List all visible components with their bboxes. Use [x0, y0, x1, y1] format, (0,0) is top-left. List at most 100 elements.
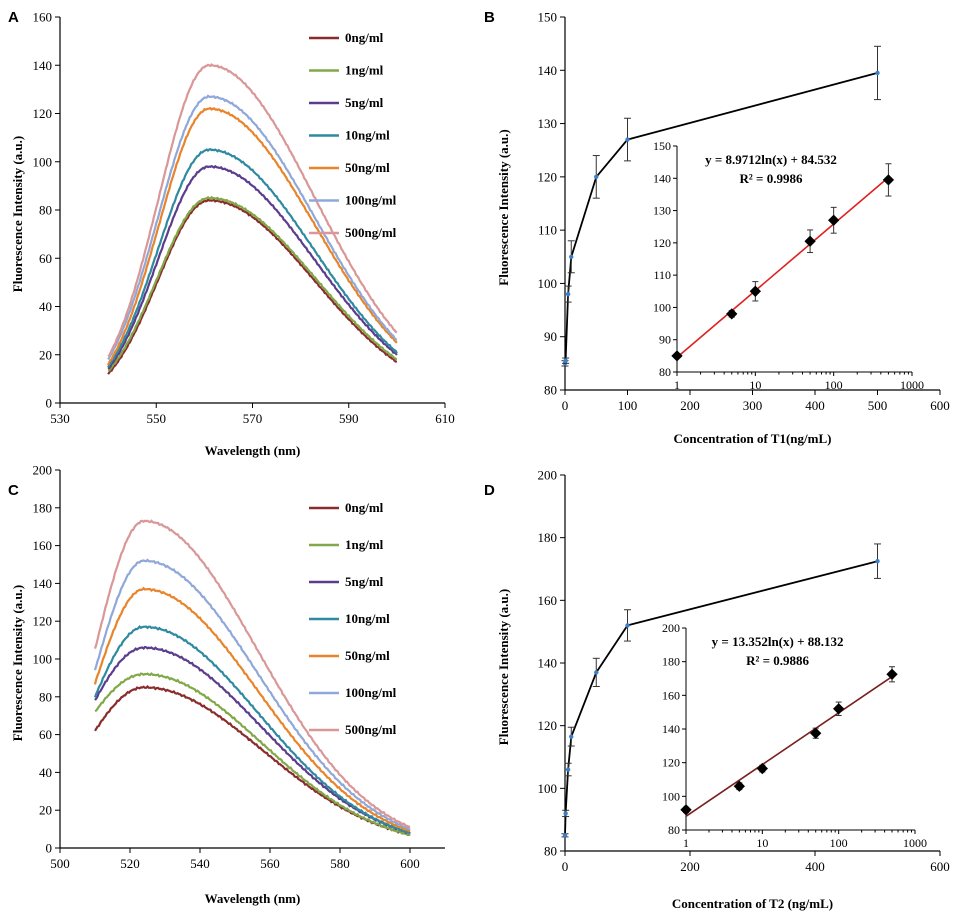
inset-data-point: [733, 780, 746, 792]
legend-label: 0ng/ml: [345, 30, 384, 45]
data-point: [562, 833, 568, 838]
x-axis-title: Wavelength (nm): [205, 443, 301, 458]
inset-y-tick-label: 80: [668, 823, 680, 837]
fit-equation: y = 13.352ln(x) + 88.132: [712, 634, 844, 649]
y-tick-label: 140: [33, 576, 53, 591]
legend-label: 0ng/ml: [345, 500, 384, 515]
x-tick-label: 610: [435, 411, 455, 426]
legend-label: 500ng/ml: [345, 722, 397, 737]
y-tick-label: 80: [544, 844, 557, 859]
inset-y-tick-label: 100: [662, 789, 680, 803]
x-tick-label: 550: [147, 411, 167, 426]
panel-a: 0 20 40 60 80 100 120 140 160 530 550 570 590 610 Wave…: [8, 9, 455, 458]
x-tick-label: 200: [680, 398, 700, 413]
y-tick-label: 120: [538, 718, 558, 733]
data-point: [875, 558, 880, 564]
y-tick-label: 180: [538, 530, 558, 545]
y-tick-label: 20: [39, 347, 52, 362]
y-tick-label: 150: [538, 10, 558, 25]
inset-x-tick-label: 1000: [900, 378, 924, 392]
x-tick-label: 500: [50, 856, 70, 871]
x-tick-label: 500: [868, 398, 888, 413]
x-tick-label: 600: [400, 856, 420, 871]
x-tick-label: 600: [930, 398, 950, 413]
series-line-0ng/ml: [94, 684, 411, 837]
inset-y-tick-label: 160: [662, 688, 680, 702]
x-axis-title: Concentration of T2 (ng/mL): [672, 896, 833, 911]
inset-data-point: [833, 703, 845, 715]
series-line-0ng/ml: [107, 198, 398, 375]
y-tick-label: 120: [33, 614, 53, 629]
x-axis-title: Concentration of T1(ng/mL): [674, 431, 832, 446]
panel-c: 0 20 40 60 80 100 120 140 160 180 200 500 520 540 560 5…: [8, 463, 445, 906]
inset-y-tick-label: 110: [653, 268, 671, 282]
y-axis-title: Fluorescence Intensity (a.u.): [496, 589, 511, 745]
legend-label: 1ng/ml: [345, 63, 384, 78]
legend-label: 10ng/ml: [345, 128, 390, 143]
data-point: [594, 174, 599, 180]
data-point: [565, 291, 571, 297]
y-tick-label: 160: [33, 538, 53, 553]
x-tick-label: 0: [562, 398, 569, 413]
y-tick-label: 80: [39, 203, 52, 218]
inset-data-point: [828, 214, 840, 226]
y-tick-label: 100: [538, 276, 558, 291]
inset-y-tick-label: 140: [662, 722, 680, 736]
y-tick-label: 140: [538, 63, 558, 78]
y-tick-label: 140: [33, 58, 53, 73]
legend-label: 500ng/ml: [345, 225, 397, 240]
y-tick-label: 100: [33, 652, 53, 667]
inset-y-tick-label: 130: [653, 204, 671, 218]
y-axis-title: Fluorescence Intensity (a.u.): [10, 136, 25, 292]
calibration-line: [564, 560, 878, 836]
inset-data-point: [726, 308, 738, 320]
x-tick-label: 0: [562, 859, 569, 874]
fit-r-squared: R² = 0.9986: [740, 171, 803, 186]
inset-data-point: [749, 285, 761, 297]
inset-y-tick-label: 150: [653, 139, 671, 153]
series-line-5ng/ml: [107, 164, 398, 370]
y-tick-label: 40: [39, 765, 52, 780]
series-line-50ng/ml: [107, 106, 398, 366]
series-line-10ng/ml: [107, 148, 398, 368]
series-line-100ng/ml: [107, 94, 397, 360]
y-axis-title: Fluorescence Intensity (a.u.): [496, 129, 511, 285]
inset-data-point: [671, 350, 683, 362]
data-point: [625, 623, 630, 628]
x-tick-label: 590: [339, 411, 359, 426]
series-line-500ng/ml: [107, 63, 398, 358]
inset-x-tick-label: 1: [674, 378, 680, 392]
y-tick-label: 80: [544, 383, 557, 398]
y-tick-label: 60: [39, 727, 52, 742]
data-point: [625, 137, 630, 142]
inset-x-tick-label: 100: [830, 836, 848, 850]
y-tick-label: 20: [39, 803, 52, 818]
x-axis-title: Wavelength (nm): [205, 891, 301, 906]
x-tick-label: 530: [50, 411, 70, 426]
y-tick-label: 160: [538, 593, 558, 608]
data-point: [875, 70, 880, 76]
y-tick-label: 140: [538, 656, 558, 671]
x-tick-label: 560: [260, 856, 280, 871]
data-point: [563, 358, 568, 363]
legend-label: 5ng/ml: [345, 95, 384, 110]
inset-fit-line: [685, 674, 895, 817]
x-tick-label: 400: [805, 859, 825, 874]
inset-fit-line: [676, 175, 891, 358]
x-tick-label: 300: [743, 398, 763, 413]
inset-x-tick-label: 10: [756, 836, 768, 850]
inset-y-tick-label: 100: [653, 300, 671, 314]
y-tick-label: 90: [544, 329, 557, 344]
x-tick-label: 400: [805, 398, 825, 413]
y-tick-label: 100: [538, 781, 558, 796]
legend-label: 100ng/ml: [345, 193, 397, 208]
y-axis-title: Fluorescence Intensity (a.u.): [10, 585, 25, 741]
inset-data-point: [886, 668, 898, 680]
y-tick-label: 40: [39, 299, 52, 314]
x-tick-label: 600: [930, 859, 950, 874]
series-line-1ng/ml: [94, 672, 411, 836]
y-tick-label: 110: [538, 223, 557, 238]
data-point: [565, 767, 571, 772]
